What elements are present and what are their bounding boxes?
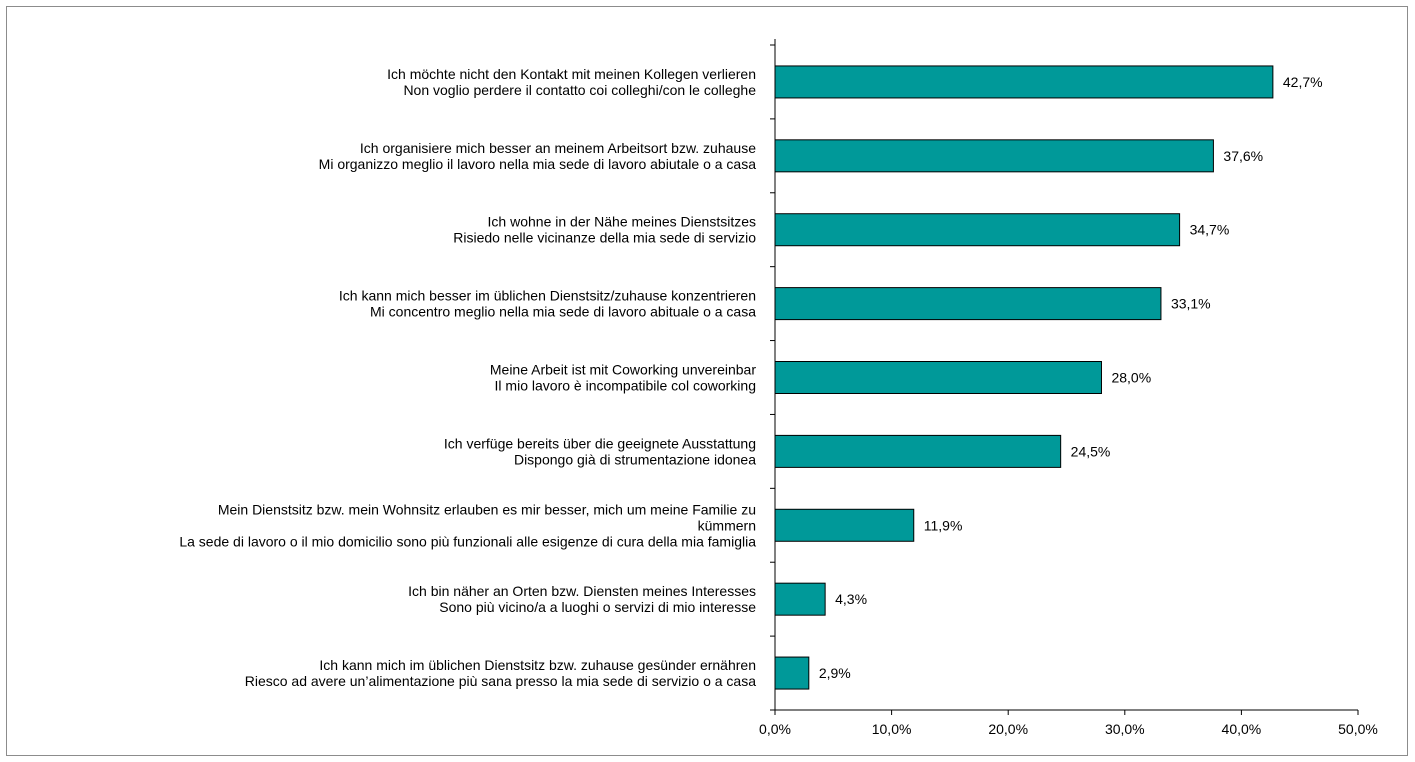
category-label-line: La sede di lavoro o il mio domicilio son…	[179, 533, 756, 549]
category-label: Ich verfüge bereits über die geeignete A…	[444, 435, 756, 467]
category-label-line: Mein Dienstsitz bzw. mein Wohnsitz erlau…	[218, 501, 756, 517]
bar-chart: Ich möchte nicht den Kontakt mit meinen …	[179, 39, 1378, 737]
value-label: 37,6%	[1223, 148, 1263, 164]
bar	[774, 287, 1162, 321]
category-label: Meine Arbeit ist mit Coworking unvereinb…	[490, 362, 756, 394]
value-label: 42,7%	[1283, 74, 1323, 90]
category-label-line: Ich kann mich im üblichen Dienstsitz bzw…	[319, 657, 756, 673]
category-label: Ich kann mich im üblichen Dienstsitz bzw…	[245, 657, 756, 689]
bar	[774, 656, 810, 690]
value-label: 4,3%	[835, 591, 867, 607]
bar	[774, 139, 1214, 173]
category-labels: Ich möchte nicht den Kontakt mit meinen …	[179, 66, 756, 689]
x-tick-label: 40,0%	[1222, 721, 1262, 737]
bar	[774, 508, 915, 542]
category-label-line: Risiedo nelle vicinanze della mia sede d…	[453, 230, 756, 246]
category-label-line: Dispongo già di strumentazione idonea	[514, 451, 756, 467]
category-label-line: Ich wohne in der Nähe meines Dienstsitze…	[488, 214, 756, 230]
bar	[774, 582, 826, 616]
category-label-line: Ich verfüge bereits über die geeignete A…	[444, 435, 756, 451]
category-label: Ich kann mich besser im üblichen Diensts…	[339, 288, 756, 320]
category-label: Ich bin näher an Orten bzw. Diensten mei…	[408, 583, 756, 615]
category-label-line: Ich kann mich besser im üblichen Diensts…	[339, 288, 756, 304]
category-label-line: kümmern	[698, 517, 756, 533]
value-labels: 42,7% 37,6% 34,7% 33,1% 28,0% 24,5% 11,9% 4,3% 2…	[819, 74, 1323, 681]
x-tick-label: 20,0%	[988, 721, 1028, 737]
category-label-line: Il mio lavoro è incompatibile col cowork…	[495, 378, 756, 394]
category-label-line: Ich bin näher an Orten bzw. Diensten mei…	[408, 583, 756, 599]
category-label: Ich wohne in der Nähe meines Dienstsitze…	[453, 214, 756, 246]
x-tick-label: 50,0%	[1338, 721, 1378, 737]
value-label: 33,1%	[1171, 296, 1211, 312]
x-tick-label: 30,0%	[1105, 721, 1145, 737]
category-label-line: Ich organisiere mich besser an meinem Ar…	[360, 140, 756, 156]
category-label-line: Sono più vicino/a a luoghi o servizi di …	[439, 599, 756, 615]
category-label: Ich möchte nicht den Kontakt mit meinen …	[387, 66, 756, 98]
x-tick-label: 0,0%	[759, 721, 791, 737]
value-label: 2,9%	[819, 665, 851, 681]
value-label: 11,9%	[924, 517, 963, 533]
category-label: Ich organisiere mich besser an meinem Ar…	[319, 140, 757, 172]
value-label: 34,7%	[1190, 222, 1230, 238]
value-label: 28,0%	[1111, 370, 1151, 386]
value-label: 24,5%	[1071, 443, 1111, 459]
bar	[774, 65, 1274, 99]
category-label-line: Riesco ad avere un’alimentazione più san…	[245, 673, 756, 689]
category-label-line: Mi organizzo meglio il lavoro nella mia …	[319, 156, 757, 172]
category-label-line: Ich möchte nicht den Kontakt mit meinen …	[387, 66, 756, 82]
bar	[774, 434, 1062, 468]
category-label-line: Non voglio perdere il contatto coi colle…	[403, 82, 756, 98]
category-label-line: Meine Arbeit ist mit Coworking unvereinb…	[490, 362, 756, 378]
chart-frame: Ich möchte nicht den Kontakt mit meinen …	[6, 6, 1408, 756]
bar	[774, 213, 1181, 247]
category-label-line: Mi concentro meglio nella mia sede di la…	[370, 304, 756, 320]
bar	[774, 361, 1102, 394]
bars-layer	[774, 65, 1274, 690]
x-tick-label: 10,0%	[872, 721, 912, 737]
x-axis: 0,0% 10,0% 20,0% 30,0% 40,0% 50,0%	[759, 39, 1378, 737]
category-label: Mein Dienstsitz bzw. mein Wohnsitz erlau…	[179, 501, 756, 549]
